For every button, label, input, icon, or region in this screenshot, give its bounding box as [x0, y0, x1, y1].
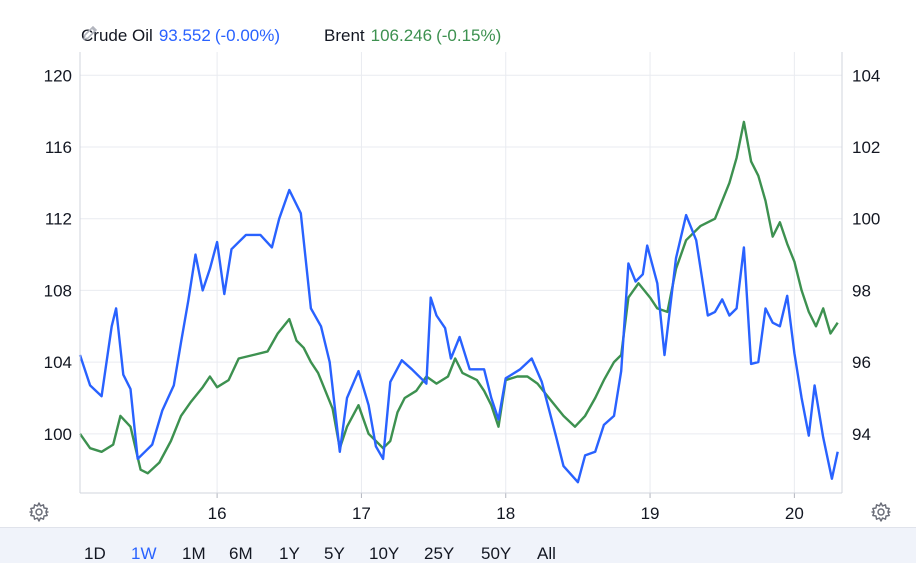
x-tick-label: 20 — [785, 504, 804, 523]
series-line-brent — [79, 120, 839, 475]
pencil-icon[interactable] — [83, 26, 529, 45]
y-right-tick-label: 100 — [852, 210, 880, 229]
range-button-all[interactable]: All — [537, 544, 556, 563]
y-right-tick-label: 94 — [852, 425, 871, 444]
y-right-tick-label: 104 — [852, 66, 880, 85]
range-button-1d[interactable]: 1D — [84, 544, 106, 563]
range-button-1m[interactable]: 1M — [182, 544, 206, 563]
x-tick-label: 16 — [208, 504, 227, 523]
left-settings-gear-icon[interactable] — [28, 501, 50, 523]
gridlines — [80, 52, 842, 493]
legend-series-change: (-0.15%) — [436, 26, 502, 45]
legend-series-name: Crude Oil — [81, 26, 153, 45]
range-button-50y[interactable]: 50Y — [481, 544, 512, 563]
y-right-tick-label: 98 — [852, 281, 871, 300]
legend-series-change: (-0.00%) — [214, 26, 280, 45]
y-left-tick-label: 116 — [45, 138, 72, 157]
x-tick-label: 18 — [496, 504, 515, 523]
legend-series-name: Brent — [324, 26, 365, 45]
y-left-tick-label: 100 — [44, 425, 72, 444]
pencil-icon[interactable] — [83, 26, 308, 45]
legend-series-value: 106.246 — [370, 26, 433, 45]
y-left-tick-label: 104 — [44, 353, 72, 372]
price-chart: 100 104 108 112 116 120 94 96 98 100 102 104 16 17 18 1… — [44, 52, 881, 523]
series-line-crude-oil — [78, 188, 839, 484]
range-button-25y[interactable]: 25Y — [424, 544, 455, 563]
y-right-tick-label: 102 — [852, 138, 880, 157]
tick-labels: 100 104 108 112 116 120 94 96 98 100 102 104 16 17 18 1… — [44, 66, 881, 523]
y-right-tick-label: 96 — [852, 353, 871, 372]
right-settings-gear-icon[interactable] — [870, 501, 892, 523]
range-button-1y[interactable]: 1Y — [279, 544, 300, 563]
legend-item-brent[interactable]: Brent 106.246 (-0.15%) — [83, 26, 529, 46]
y-left-tick-label: 112 — [45, 210, 72, 229]
legend-item-crude-oil[interactable]: Crude Oil 93.552 (-0.00%) — [81, 26, 308, 46]
series-lines — [78, 120, 839, 484]
axes — [79, 52, 843, 498]
range-button-5y[interactable]: 5Y — [324, 544, 345, 563]
y-left-tick-label: 108 — [44, 281, 72, 300]
x-tick-label: 17 — [352, 504, 371, 523]
chart-legend: Crude Oil 93.552 (-0.00%) Brent 106.246 … — [81, 24, 545, 48]
legend-series-value: 93.552 — [158, 26, 211, 45]
range-button-6m[interactable]: 6M — [229, 544, 253, 563]
x-tick-label: 19 — [641, 504, 660, 523]
range-button-1w[interactable]: 1W — [131, 544, 157, 563]
time-range-bar: 1D 1W 1M 6M 1Y 5Y 10Y 25Y 50Y All — [0, 527, 916, 563]
y-left-tick-label: 120 — [44, 66, 72, 85]
range-button-10y[interactable]: 10Y — [369, 544, 400, 563]
